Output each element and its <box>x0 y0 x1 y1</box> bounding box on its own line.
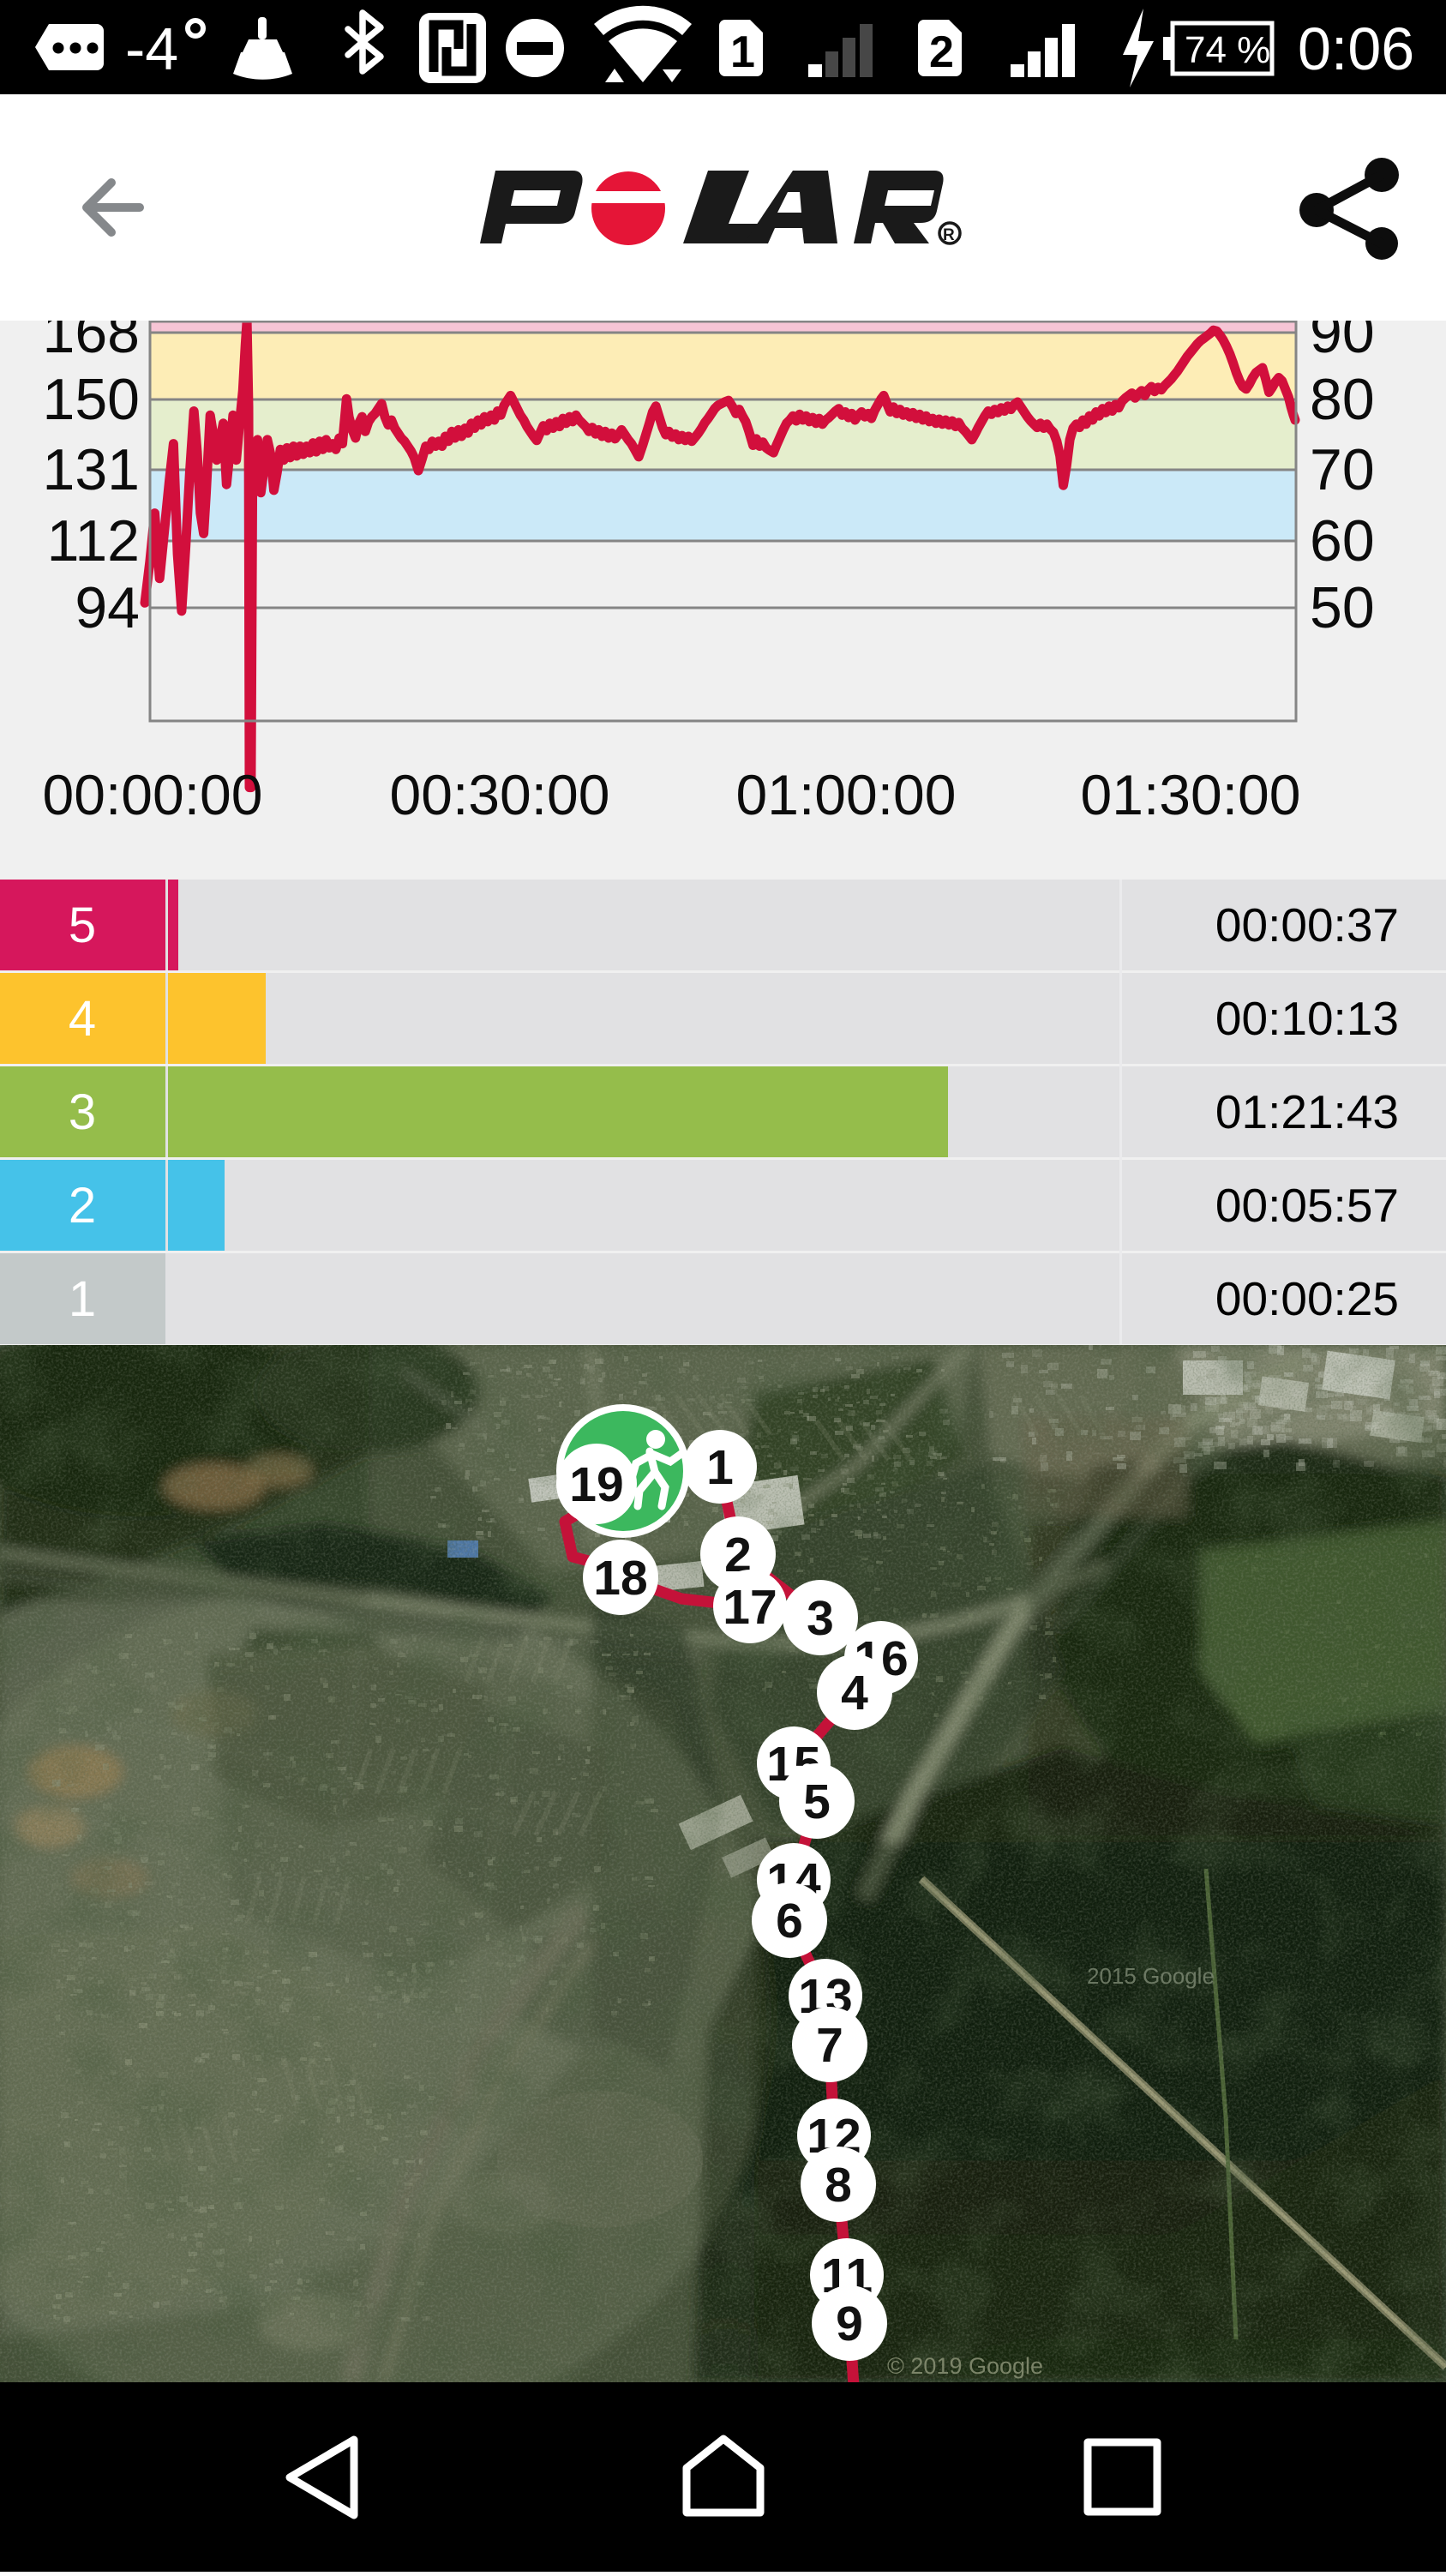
svg-text:1: 1 <box>730 27 755 77</box>
svg-text:112: 112 <box>47 508 140 573</box>
svg-text:50: 50 <box>1310 575 1375 640</box>
svg-text:00:30:00: 00:30:00 <box>390 763 610 826</box>
svg-text:74 %: 74 % <box>1185 29 1270 71</box>
svg-text:2015 Google: 2015 Google <box>1087 1963 1215 1989</box>
svg-text:01:21:43: 01:21:43 <box>1215 1085 1399 1138</box>
svg-text:60: 60 <box>1310 508 1375 573</box>
svg-text:80: 80 <box>1310 367 1375 432</box>
svg-text:01:30:00: 01:30:00 <box>1081 763 1301 826</box>
svg-text:9: 9 <box>836 2297 863 2351</box>
svg-text:7: 7 <box>816 2018 843 2073</box>
svg-text:6: 6 <box>776 1894 803 1949</box>
svg-text:4: 4 <box>69 991 96 1047</box>
svg-text:18: 18 <box>593 1551 647 1606</box>
svg-text:3: 3 <box>69 1084 96 1140</box>
svg-text:1: 1 <box>706 1440 734 1495</box>
svg-text:00:05:57: 00:05:57 <box>1215 1179 1399 1232</box>
svg-text:70: 70 <box>1310 437 1375 502</box>
svg-text:5: 5 <box>803 1774 831 1829</box>
svg-text:19: 19 <box>569 1457 623 1512</box>
svg-text:2: 2 <box>69 1178 96 1234</box>
svg-text:1: 1 <box>69 1271 96 1327</box>
svg-text:94: 94 <box>75 575 140 640</box>
svg-text:131: 131 <box>43 437 140 502</box>
svg-text:00:00:37: 00:00:37 <box>1215 898 1399 952</box>
svg-text:00:10:13: 00:10:13 <box>1215 992 1399 1045</box>
svg-text:90: 90 <box>1310 321 1375 365</box>
svg-text:R: R <box>943 226 955 244</box>
svg-text:2: 2 <box>929 27 954 77</box>
svg-text:00:00:00: 00:00:00 <box>43 763 263 826</box>
svg-text:00:00:25: 00:00:25 <box>1215 1272 1399 1325</box>
svg-text:-4: -4 <box>125 15 178 82</box>
svg-text:17: 17 <box>723 1580 777 1635</box>
svg-text:5: 5 <box>69 898 96 953</box>
svg-text:168: 168 <box>43 321 140 365</box>
svg-text:0:06: 0:06 <box>1298 15 1414 82</box>
svg-text:3: 3 <box>807 1591 834 1646</box>
svg-text:© 2019 Google: © 2019 Google <box>887 2353 1043 2379</box>
svg-text:4: 4 <box>841 1666 868 1720</box>
svg-text:8: 8 <box>825 2158 852 2213</box>
svg-text:150: 150 <box>43 367 140 432</box>
svg-text:01:00:00: 01:00:00 <box>736 763 957 826</box>
